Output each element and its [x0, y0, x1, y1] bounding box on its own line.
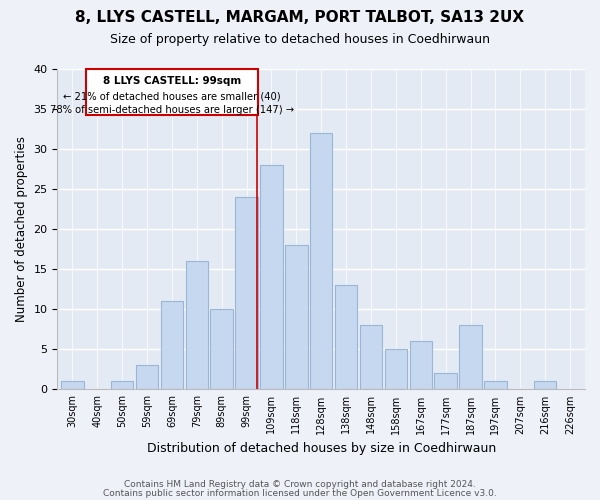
Text: 78% of semi-detached houses are larger (147) →: 78% of semi-detached houses are larger (…	[50, 106, 294, 116]
Bar	[385, 350, 407, 390]
Bar	[434, 374, 457, 390]
X-axis label: Distribution of detached houses by size in Coedhirwaun: Distribution of detached houses by size …	[146, 442, 496, 455]
Text: Contains public sector information licensed under the Open Government Licence v3: Contains public sector information licen…	[103, 488, 497, 498]
Text: Size of property relative to detached houses in Coedhirwaun: Size of property relative to detached ho…	[110, 32, 490, 46]
Bar	[211, 310, 233, 390]
Bar	[360, 326, 382, 390]
Y-axis label: Number of detached properties: Number of detached properties	[15, 136, 28, 322]
Bar	[136, 366, 158, 390]
Bar	[235, 197, 258, 390]
Bar	[185, 262, 208, 390]
Bar	[111, 382, 133, 390]
Text: ← 21% of detached houses are smaller (40): ← 21% of detached houses are smaller (40…	[63, 91, 281, 101]
Bar	[310, 133, 332, 390]
Bar	[484, 382, 506, 390]
Bar	[61, 382, 83, 390]
Bar	[260, 165, 283, 390]
FancyBboxPatch shape	[86, 69, 258, 116]
Bar	[335, 286, 357, 390]
Bar	[534, 382, 556, 390]
Text: 8 LLYS CASTELL: 99sqm: 8 LLYS CASTELL: 99sqm	[103, 76, 241, 86]
Bar	[285, 245, 308, 390]
Bar	[410, 342, 432, 390]
Text: Contains HM Land Registry data © Crown copyright and database right 2024.: Contains HM Land Registry data © Crown c…	[124, 480, 476, 489]
Text: 8, LLYS CASTELL, MARGAM, PORT TALBOT, SA13 2UX: 8, LLYS CASTELL, MARGAM, PORT TALBOT, SA…	[76, 10, 524, 25]
Bar	[161, 302, 183, 390]
Bar	[460, 326, 482, 390]
